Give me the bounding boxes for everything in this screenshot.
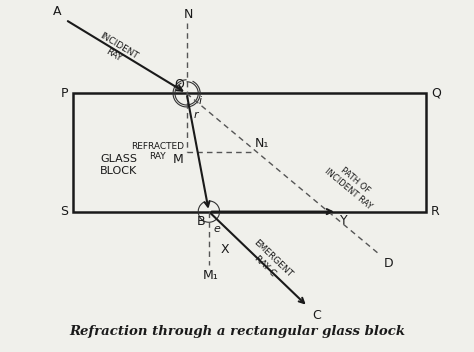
Text: M: M (173, 153, 184, 166)
Text: REFRACTED
RAY: REFRACTED RAY (131, 142, 184, 161)
Text: O: O (174, 78, 184, 92)
Text: i: i (199, 96, 202, 106)
Text: D: D (383, 257, 393, 270)
Text: e: e (213, 224, 220, 234)
Text: N: N (184, 8, 193, 21)
Text: GLASS
BLOCK: GLASS BLOCK (100, 154, 137, 176)
Text: X: X (220, 243, 229, 256)
Text: INCIDENT
RAY: INCIDENT RAY (92, 31, 139, 70)
Text: R: R (431, 205, 439, 218)
Text: EMERGENT
RAY C: EMERGENT RAY C (244, 238, 294, 286)
Text: B: B (196, 215, 205, 228)
Text: Refraction through a rectangular glass block: Refraction through a rectangular glass b… (69, 325, 405, 338)
Text: P: P (61, 87, 68, 100)
Text: M₁: M₁ (203, 269, 219, 282)
Text: A: A (53, 5, 62, 18)
Text: Y: Y (340, 214, 347, 227)
Text: PATH OF
INCIDENT RAY: PATH OF INCIDENT RAY (323, 158, 380, 211)
Text: N₁: N₁ (255, 137, 269, 150)
Text: Q: Q (431, 87, 441, 100)
Text: r: r (194, 110, 199, 120)
Text: C: C (312, 308, 321, 321)
Bar (73, 93, 426, 212)
Text: S: S (60, 205, 68, 218)
